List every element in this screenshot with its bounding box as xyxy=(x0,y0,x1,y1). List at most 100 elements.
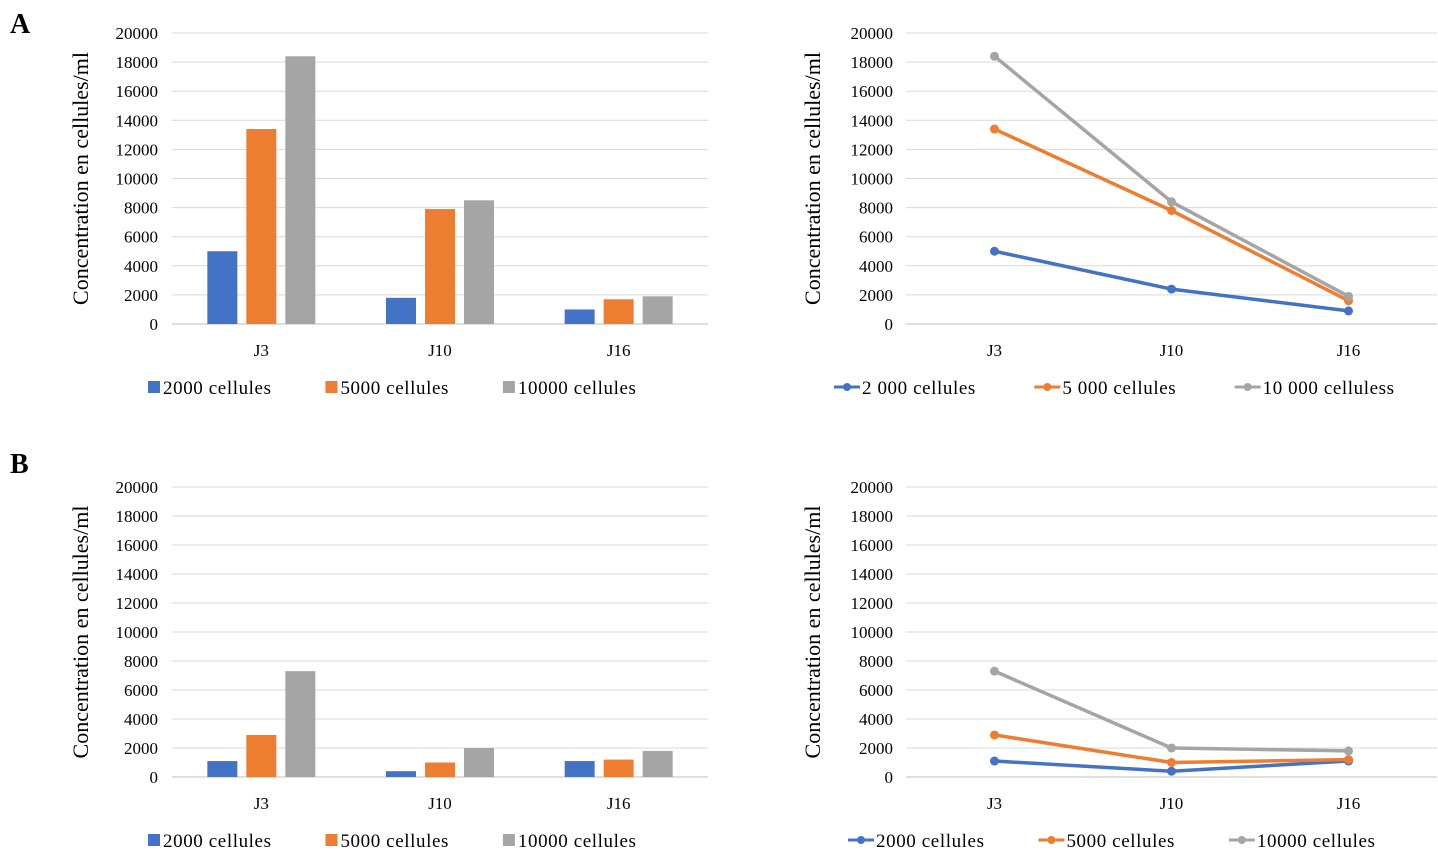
data-point xyxy=(1344,755,1353,765)
data-point xyxy=(990,51,999,61)
y-tick-label: 18000 xyxy=(851,507,894,526)
y-tick-label: 16000 xyxy=(116,82,159,101)
y-tick-label: 10000 xyxy=(116,623,159,642)
legend-swatch xyxy=(325,381,338,393)
y-tick-label: 8000 xyxy=(859,199,893,218)
legend-marker xyxy=(843,383,851,391)
y-axis-label: Concentration en cellules/ml xyxy=(800,52,825,305)
y-tick-label: 18000 xyxy=(116,53,159,72)
legend-label: 5000 cellules xyxy=(340,831,449,852)
y-tick-label: 12000 xyxy=(851,594,894,613)
y-tick-label: 0 xyxy=(885,768,894,787)
legend-marker xyxy=(1047,836,1056,844)
data-point xyxy=(1167,197,1176,207)
data-point xyxy=(990,730,999,740)
bar xyxy=(386,771,416,777)
y-tick-label: 4000 xyxy=(859,710,893,729)
charts-group: 0 2000 4000 6000 8000 10000 12000 14000 16000 180… xyxy=(68,24,1437,852)
legend-swatch xyxy=(502,834,515,846)
bar xyxy=(564,309,595,324)
y-tick-label: 8000 xyxy=(124,652,158,671)
x-category-label: J16 xyxy=(607,341,631,360)
bar xyxy=(564,761,595,777)
x-category-label: J16 xyxy=(607,794,631,813)
chart-a-bar: 0 2000 4000 6000 8000 10000 12000 14000 16000 180… xyxy=(68,24,708,399)
y-tick-label: 18000 xyxy=(116,507,159,526)
legend-label: 10000 cellules xyxy=(1257,831,1376,852)
bar xyxy=(207,761,238,777)
bar xyxy=(642,296,673,324)
bar xyxy=(246,129,277,324)
bar xyxy=(464,748,494,777)
y-tick-label: 20000 xyxy=(851,24,894,43)
y-tick-label: 4000 xyxy=(859,257,893,276)
y-tick-label: 6000 xyxy=(859,228,893,247)
chart-a-line: 0 2000 4000 6000 8000 10000 12000 14000 16000 180… xyxy=(800,24,1437,399)
y-tick-label: 14000 xyxy=(851,111,894,130)
bar xyxy=(246,734,277,777)
x-category-label: J10 xyxy=(1160,794,1184,813)
y-tick-label: 10000 xyxy=(851,623,894,642)
legend-label: 2000 cellules xyxy=(876,831,985,852)
legend-marker xyxy=(1237,836,1246,844)
y-tick-label: 12000 xyxy=(851,140,894,159)
series-line xyxy=(993,54,1350,298)
legend-swatch xyxy=(325,834,338,846)
legend-swatch xyxy=(148,381,160,393)
y-tick-label: 4000 xyxy=(124,257,158,276)
legend-label: 5000 cellules xyxy=(340,378,449,399)
data-point xyxy=(1167,284,1176,294)
x-category-label: J3 xyxy=(987,341,1002,360)
legend-marker xyxy=(1043,383,1052,391)
x-category-label: J3 xyxy=(987,794,1002,813)
series-line xyxy=(994,249,1349,313)
chart-b-bar: 0 2000 4000 6000 8000 10000 12000 14000 16000 180… xyxy=(68,478,708,852)
y-tick-label: 8000 xyxy=(859,652,893,671)
y-axis-label: Concentration en cellules/ml xyxy=(68,52,93,305)
x-category-label: J3 xyxy=(254,794,269,813)
y-tick-label: 16000 xyxy=(116,536,159,555)
series-line xyxy=(993,669,1349,753)
y-axis-label: Concentration en cellules/ml xyxy=(800,506,825,759)
bar xyxy=(207,251,238,324)
legend-swatch xyxy=(148,834,160,846)
x-category-label: J10 xyxy=(428,794,452,813)
y-tick-label: 16000 xyxy=(851,536,894,555)
x-category-label: J10 xyxy=(1160,341,1184,360)
x-category-label: J10 xyxy=(428,341,452,360)
legend-label: 10000 cellules xyxy=(518,378,637,399)
bar xyxy=(464,200,494,324)
y-tick-label: 2000 xyxy=(124,286,158,305)
data-point xyxy=(990,756,999,766)
y-axis-label: Concentration en cellules/ml xyxy=(68,506,93,759)
y-tick-label: 14000 xyxy=(116,111,159,130)
data-point xyxy=(990,124,999,134)
data-point xyxy=(1344,291,1353,301)
y-tick-label: 2000 xyxy=(859,286,893,305)
legend-label: 10000 cellules xyxy=(518,831,637,852)
y-tick-label: 20000 xyxy=(851,478,894,497)
legend-marker xyxy=(1243,383,1252,391)
bar xyxy=(425,209,455,324)
x-category-label: J16 xyxy=(1337,794,1361,813)
bar xyxy=(285,56,316,324)
bar xyxy=(386,297,416,324)
y-tick-label: 18000 xyxy=(851,53,894,72)
bar xyxy=(285,671,316,777)
data-point xyxy=(1167,743,1176,753)
y-tick-label: 14000 xyxy=(851,565,894,584)
chart-b-line: 0 2000 4000 6000 8000 10000 12000 14000 16000 180… xyxy=(800,478,1437,852)
legend-marker xyxy=(857,836,865,844)
y-tick-label: 2000 xyxy=(859,739,893,758)
data-point xyxy=(1167,766,1176,776)
legend-label: 2000 cellules xyxy=(163,378,272,399)
y-tick-label: 14000 xyxy=(116,565,159,584)
y-tick-label: 0 xyxy=(150,768,159,787)
y-tick-label: 10000 xyxy=(851,170,894,189)
y-tick-label: 20000 xyxy=(116,478,159,497)
y-tick-label: 2000 xyxy=(124,739,158,758)
y-tick-label: 4000 xyxy=(124,710,158,729)
y-tick-label: 16000 xyxy=(851,82,894,101)
y-tick-label: 0 xyxy=(885,315,894,334)
